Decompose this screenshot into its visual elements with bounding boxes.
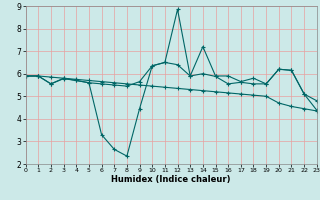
X-axis label: Humidex (Indice chaleur): Humidex (Indice chaleur) <box>111 175 231 184</box>
